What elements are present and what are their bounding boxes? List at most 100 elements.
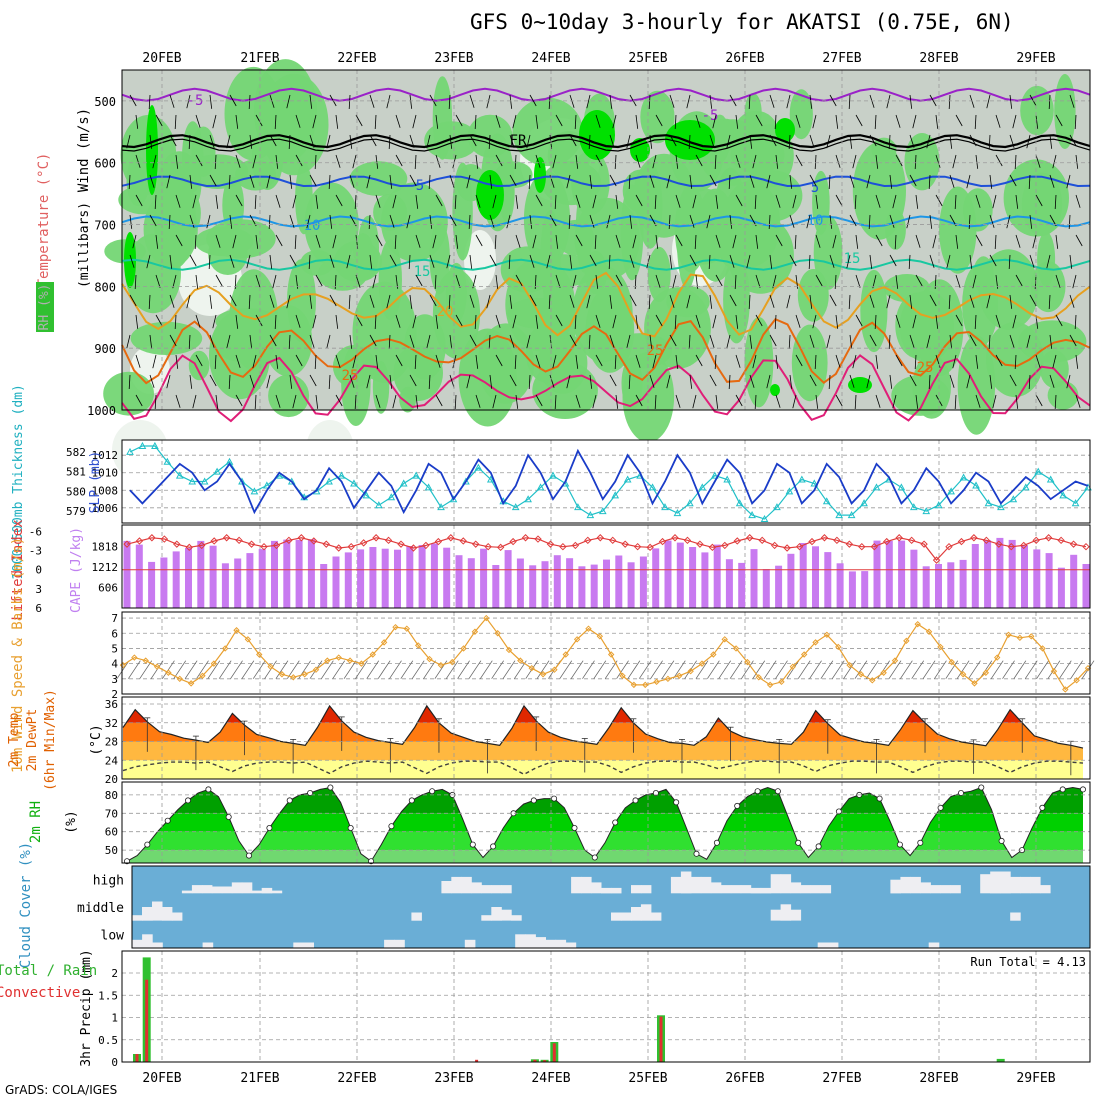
wind-barb [409, 94, 413, 109]
wind-barb [215, 394, 219, 409]
wind-barb [235, 394, 243, 407]
wind-barb [149, 374, 155, 388]
wind-barb [189, 254, 197, 267]
rh-moist-area [1054, 74, 1076, 149]
wind-speed-point [948, 658, 955, 666]
tick-label: 24FEB [531, 1071, 570, 1086]
wind-barb [532, 234, 537, 249]
wind-barb [529, 94, 537, 107]
tick-label: 6 [35, 602, 42, 615]
wind-barb [992, 394, 997, 409]
thickness-point [648, 483, 657, 491]
wind-barb [248, 94, 251, 110]
wind-barb [1075, 194, 1081, 208]
wind-barb [990, 660, 1004, 679]
cloud-cell [780, 904, 792, 921]
isotherm-label: 5 [811, 180, 819, 196]
wind-barb [386, 94, 391, 109]
wind-barb [975, 354, 979, 369]
precip-convective-bar [659, 1016, 663, 1062]
cape-bar [971, 544, 979, 608]
thickness-point [822, 497, 831, 505]
rh-saturated-area [848, 377, 872, 393]
panel-bg [122, 440, 1090, 523]
wind-barb [1069, 94, 1075, 108]
wind-barb [1049, 174, 1055, 188]
wind-barb [688, 134, 691, 150]
li-point [571, 541, 580, 550]
wind-barb [866, 374, 871, 389]
wind-speed-point [573, 636, 581, 643]
isotherm-line [121, 317, 1091, 385]
cloud-cell [411, 912, 422, 921]
rh-point [164, 817, 171, 824]
thickness-point [1021, 483, 1030, 491]
thickness-point [748, 511, 756, 519]
cape-bar [467, 558, 475, 608]
wind-barb [535, 194, 543, 207]
wind-barb [449, 214, 457, 227]
rh-moist-area [130, 321, 203, 355]
wind-barb [479, 660, 493, 679]
tick-label: 29FEB [1016, 1071, 1055, 1086]
rh-point [917, 839, 924, 846]
rh-point [530, 797, 537, 804]
cloud-cell [565, 942, 577, 948]
wind-barb [252, 354, 257, 369]
wind-barb [1049, 134, 1053, 149]
cape-bar [197, 540, 205, 608]
cloud-cell [690, 876, 702, 894]
wind-barb [609, 334, 615, 348]
li-point [870, 543, 878, 551]
thickness-point [437, 503, 445, 511]
wind-barb [335, 354, 341, 368]
wind-barb [186, 94, 191, 109]
rh-point [429, 788, 436, 795]
wind-barb [309, 94, 313, 109]
wind-barb [489, 214, 495, 228]
wind-barb [1009, 174, 1017, 187]
tick-label: 1006 [92, 502, 119, 515]
wind-speed-point [607, 651, 615, 658]
wind-barb [1035, 354, 1041, 368]
wind-barb [332, 234, 337, 249]
wind-barb [888, 134, 891, 150]
wind-barb [315, 394, 319, 409]
cape-bar [443, 547, 451, 608]
wind-barb [335, 154, 341, 168]
wind-barb [495, 354, 503, 367]
cape-bar [1070, 554, 1078, 608]
cloud-cell [990, 871, 1001, 894]
wind-barb [392, 194, 397, 209]
wind-barb [555, 314, 563, 327]
cape-bar [664, 540, 672, 608]
wind-barb [555, 274, 561, 288]
thickness-point [1046, 475, 1055, 483]
temp-band [123, 741, 1083, 761]
wind-barb [249, 174, 255, 188]
wind-barb [675, 194, 681, 208]
wind-barb [922, 660, 936, 679]
cape-bar [455, 555, 463, 608]
li-point [534, 535, 542, 543]
wind-barb [569, 294, 575, 308]
wind-barb [492, 194, 497, 209]
wind-barb [569, 254, 573, 269]
wind-barb [388, 334, 391, 350]
li-point [609, 536, 617, 545]
wind-barb [388, 134, 391, 150]
cape-bar [627, 562, 635, 608]
wind-speed-point [153, 663, 161, 670]
wind-barb [528, 374, 531, 390]
wind-speed-point [324, 657, 331, 664]
wind-barb [586, 94, 591, 109]
wind-barb [695, 660, 709, 679]
wind-barb [752, 354, 757, 369]
wind-barb [454, 194, 457, 210]
cape-bar [590, 564, 598, 608]
wind-barb [395, 314, 401, 328]
cape-bar [541, 561, 549, 608]
wind-barb [554, 394, 557, 410]
cape-bar [713, 544, 721, 608]
